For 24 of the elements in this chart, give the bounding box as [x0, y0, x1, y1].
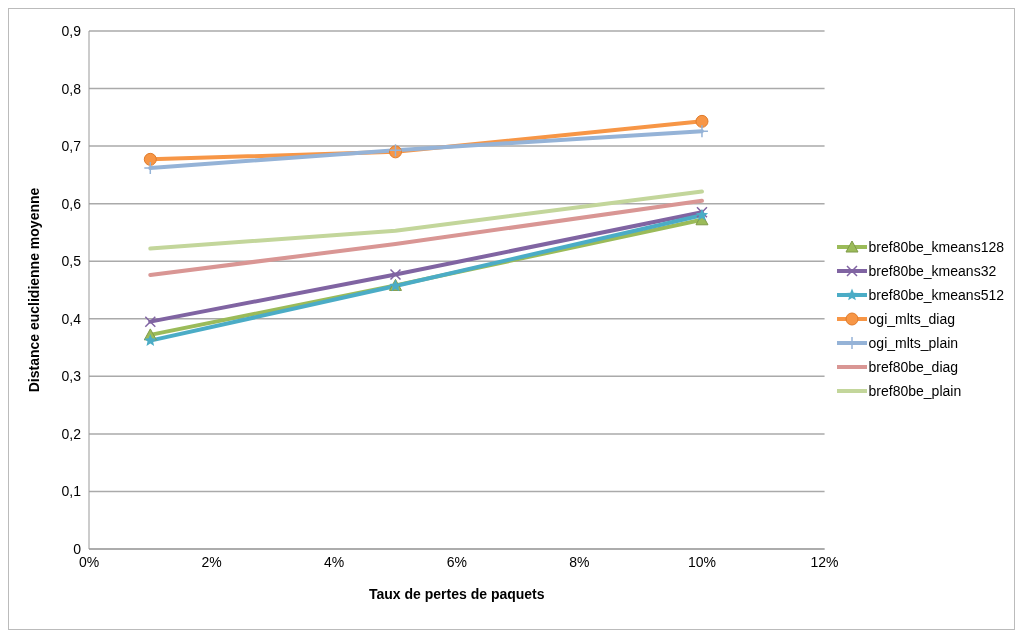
- legend-label: bref80be_diag: [868, 359, 959, 375]
- y-tick-label: 0,5: [61, 253, 82, 270]
- x-tick-label: 4%: [324, 553, 345, 570]
- x-tick-label: 12%: [810, 553, 839, 570]
- y-axis-title: Distance euclidienne moyenne: [25, 187, 42, 393]
- legend-label: ogi_mlts_diag: [868, 311, 955, 327]
- y-tick-label: 0,9: [61, 22, 82, 39]
- y-tick-label: 0,3: [61, 368, 82, 385]
- legend-label: ogi_mlts_plain: [868, 335, 959, 351]
- x-tick-label: 10%: [687, 553, 716, 570]
- y-tick-label: 0,8: [61, 80, 82, 97]
- legend-label: bref80be_kmeans512: [868, 287, 1004, 303]
- y-tick-label: 0,2: [61, 425, 82, 442]
- legend-label: bref80be_kmeans128: [868, 239, 1004, 255]
- x-tick-label: 2%: [201, 553, 222, 570]
- x-tick-label: 6%: [446, 553, 467, 570]
- y-tick-label: 0,1: [61, 483, 82, 500]
- x-tick-label: 8%: [569, 553, 590, 570]
- y-tick-label: 0,4: [61, 310, 82, 327]
- y-tick-label: 0,6: [61, 195, 82, 212]
- y-tick-label: 0,7: [61, 138, 82, 155]
- legend-label: bref80be_kmeans32: [868, 263, 997, 279]
- x-axis-title: Taux de pertes de paquets: [368, 586, 545, 602]
- legend-label: bref80be_plain: [868, 383, 962, 399]
